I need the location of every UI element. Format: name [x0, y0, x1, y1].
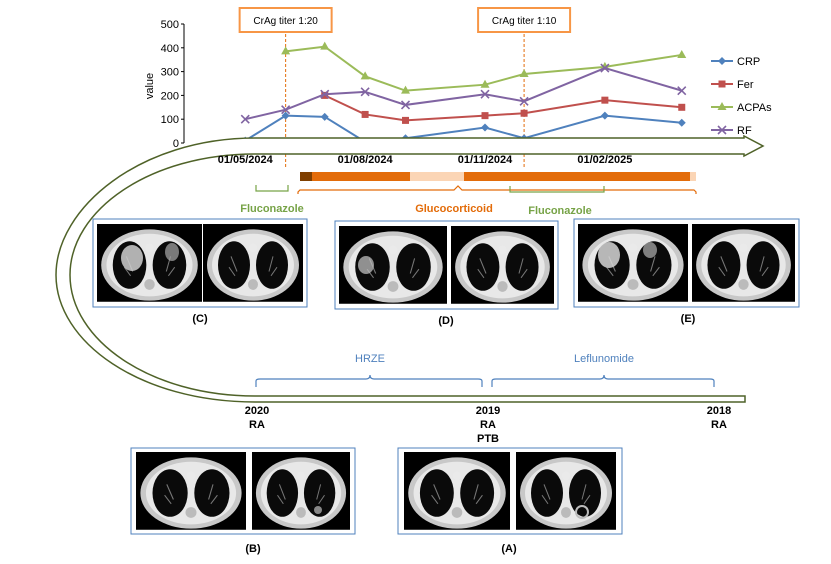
x-tick-label: 01/05/2024 — [218, 154, 274, 166]
year-2019: 2019 — [476, 405, 500, 417]
fluconazole-1-bracket — [255, 185, 289, 192]
glucocorticoid-bar-3 — [464, 172, 690, 181]
diagnosis-2019-ra: RA — [480, 419, 496, 431]
diagnosis-2019-ptb: PTB — [477, 433, 499, 445]
data-point-rf — [480, 89, 490, 99]
ct-panel-a: (A) — [397, 447, 623, 555]
y-tick-label: 200 — [161, 90, 179, 102]
data-point-acpas — [320, 41, 330, 50]
data-point-fer — [481, 112, 489, 120]
fluconazole-2-bracket — [509, 186, 605, 193]
data-point-acpas — [519, 68, 529, 77]
legend-label-rf: RF — [737, 125, 752, 137]
data-point-fer — [321, 91, 329, 99]
timeline-arrow — [55, 134, 765, 403]
glucocorticoid-bracket — [297, 185, 697, 194]
panel-a-caption: (A) — [501, 543, 517, 555]
glucocorticoid-label: Glucocorticoid — [415, 203, 493, 215]
hrze-bracket — [255, 374, 483, 387]
leflunomide-bracket — [491, 374, 715, 387]
data-point-rf — [281, 105, 291, 115]
data-point-acpas — [281, 46, 291, 55]
data-point-crp — [281, 111, 290, 120]
y-tick-label: 300 — [161, 67, 179, 79]
panel-d-caption: (D) — [438, 315, 454, 327]
data-point-rf — [400, 100, 411, 110]
glucocorticoid-bar-end — [690, 172, 696, 181]
legend-label-crp: CRP — [737, 56, 760, 68]
data-point-crp — [481, 123, 489, 132]
glucocorticoid-bar-2 — [410, 172, 464, 181]
ct-panel-b: (B) — [130, 447, 356, 555]
data-point-fer — [601, 96, 609, 104]
leflunomide-label: Leflunomide — [574, 353, 634, 365]
legend-swatch-marker — [718, 57, 726, 65]
ct-panel-e: (E) — [573, 218, 800, 325]
y-tick-label: 400 — [161, 43, 179, 55]
ct-panel-d: (D) — [334, 220, 559, 327]
fluconazole-2-label: Fluconazole — [528, 205, 592, 217]
history-years: 2020 RA 2019 RA PTB 2018 RA — [245, 405, 731, 445]
data-point-rf — [320, 89, 330, 99]
x-tick-label: 01/08/2024 — [338, 154, 394, 166]
data-point-fer — [520, 109, 528, 117]
chart-legend: CRP Fer ACPAs RF — [711, 56, 772, 137]
y-tick-label: 100 — [161, 114, 179, 126]
data-point-rf — [677, 86, 687, 96]
data-point-acpas — [480, 79, 490, 88]
titer-label: CrAg titer 1:10 — [492, 16, 557, 27]
data-point-acpas — [677, 49, 687, 58]
year-2020: 2020 — [245, 405, 269, 417]
data-point-crp — [320, 112, 329, 121]
fluconazole-1-label: Fluconazole — [240, 203, 304, 215]
ct-panel-c: (C) — [92, 218, 308, 325]
data-point-fer — [678, 103, 686, 111]
data-point-rf — [519, 96, 529, 106]
data-point-crp — [600, 111, 609, 120]
diagnosis-2020-ra: RA — [249, 419, 265, 431]
history-treatments: HRZE Leflunomide — [255, 353, 715, 387]
year-2018: 2018 — [707, 405, 731, 417]
x-tick-label: 01/02/2025 — [577, 154, 632, 166]
titer-box — [477, 7, 572, 33]
chart-series — [240, 41, 687, 146]
diagnosis-2018-ra: RA — [711, 419, 727, 431]
series-line-rf — [245, 66, 683, 121]
panel-b-caption: (B) — [245, 543, 261, 555]
x-tick-label: 01/11/2024 — [458, 154, 513, 166]
data-point-rf — [240, 114, 250, 124]
data-point-rf — [600, 63, 610, 73]
panel-e-caption: (E) — [681, 313, 696, 325]
treatment-bars: Fluconazole Glucocorticoid Fluconazole — [240, 172, 697, 217]
panel-c-caption: (C) — [192, 313, 208, 325]
y-tick-labels: 0 100 200 300 400 500 — [161, 19, 184, 150]
glucocorticoid-bar-start — [300, 172, 312, 181]
glucocorticoid-bar-1 — [312, 172, 410, 181]
data-point-fer — [361, 110, 369, 118]
series-line-acpas — [285, 45, 682, 92]
legend-swatch-marker — [717, 125, 727, 135]
y-tick-label: 500 — [161, 19, 179, 31]
legend-label-fer: Fer — [737, 79, 754, 91]
series-line-fer — [324, 94, 682, 122]
x-tick-labels: 01/05/2024 01/08/2024 01/11/2024 01/02/2025 — [218, 154, 633, 166]
hrze-label: HRZE — [355, 353, 385, 365]
y-axis-label: value — [144, 73, 156, 99]
titer-label: CrAg titer 1:20 — [253, 16, 318, 27]
data-point-fer — [402, 116, 410, 124]
data-point-acpas — [401, 85, 411, 94]
legend-label-acpas: ACPAs — [737, 102, 772, 114]
titer-lines: CrAg titer 1:20 CrAg titer 1:10 — [238, 7, 572, 168]
data-point-rf — [360, 87, 370, 97]
legend-swatch-marker — [717, 102, 727, 110]
legend-swatch-marker — [718, 80, 726, 88]
data-point-crp — [677, 118, 686, 127]
y-tick-label: 0 — [173, 138, 179, 150]
titer-box — [238, 7, 333, 33]
data-point-acpas — [360, 71, 370, 80]
